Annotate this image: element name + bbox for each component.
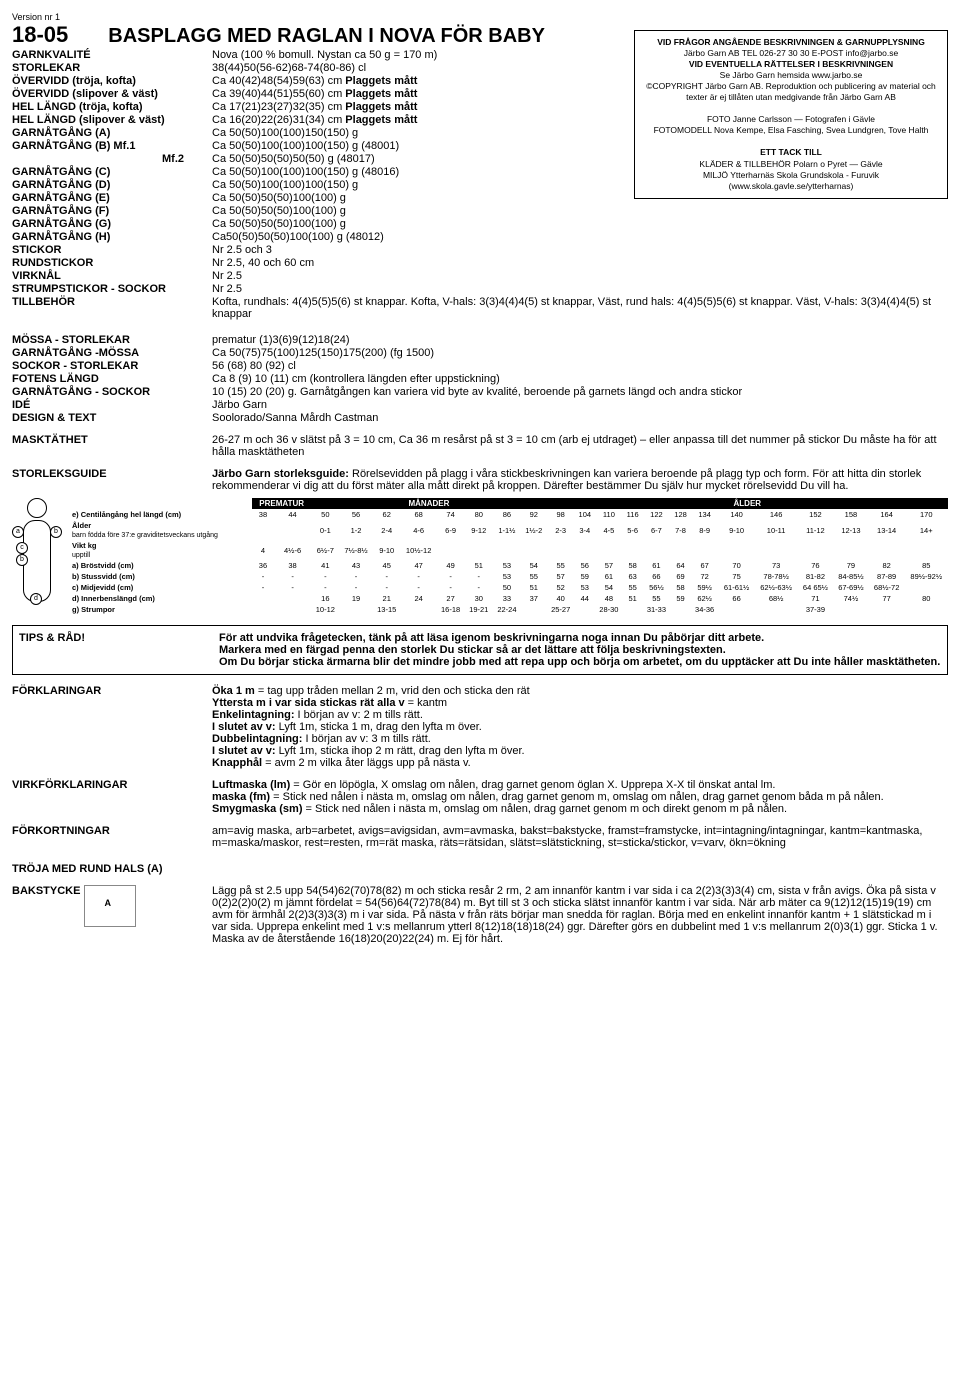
spec-value: Ca50(50)50(50)100(100) g (48012) <box>212 231 948 243</box>
spec-label: FOTENS LÄNGD <box>12 373 212 385</box>
spec-label: GARNKVALITÉ <box>12 49 212 61</box>
spec-label: SOCKOR - STORLEKAR <box>12 360 212 372</box>
spec-label: DESIGN & TEXT <box>12 412 212 424</box>
spec-value: prematur (1)3(6)9(12)18(24) <box>212 334 948 346</box>
spec-label: IDÉ <box>12 399 212 411</box>
spec-label: GARNÅTGÅNG (A) <box>12 127 212 139</box>
pattern-id: 18-05 <box>12 22 68 48</box>
forkortningar-label: FÖRKORTNINGAR <box>12 825 212 849</box>
storleksguide-label: STORLEKSGUIDE <box>12 468 212 492</box>
virk-label: VIRKFÖRKLARINGAR <box>12 779 212 815</box>
spec-label: RUNDSTICKOR <box>12 257 212 269</box>
spec-value: Nr 2.5 <box>212 270 948 282</box>
forklaringar-value: Öka 1 m = tag upp tråden mellan 2 m, vri… <box>212 685 948 769</box>
spec-label: Mf.2 <box>12 153 212 165</box>
spec-label: HEL LÄNGD (tröja, kofta) <box>12 101 212 113</box>
spec-label: GARNÅTGÅNG (C) <box>12 166 212 178</box>
spec-label: STICKOR <box>12 244 212 256</box>
spec-label: STORLEKAR <box>12 62 212 74</box>
storleksguide-value: Järbo Garn storleksguide: Rörelsevidden … <box>212 468 948 492</box>
spec-label: GARNÅTGÅNG -MÖSSA <box>12 347 212 359</box>
spec-value: Nr 2.5 och 3 <box>212 244 948 256</box>
spec-value: 56 (68) 80 (92) cl <box>212 360 948 372</box>
spec-value: Järbo Garn <box>212 399 948 411</box>
bakstycke-value: Lägg på st 2.5 upp 54(54)62(70)78(82) m … <box>212 885 948 945</box>
spec-label: ÖVERVIDD (tröja, kofta) <box>12 75 212 87</box>
spec-value: Ca 50(50)50(50)100(100) g <box>212 218 948 230</box>
masktathet-value: 26-27 m och 36 v slätst på 3 = 10 cm, Ca… <box>212 434 948 458</box>
spec-value: Kofta, rundhals: 4(4)5(5)5(6) st knappar… <box>212 296 948 320</box>
spec-label: GARNÅTGÅNG (G) <box>12 218 212 230</box>
spec-label: GARNÅTGÅNG (H) <box>12 231 212 243</box>
size-guide: a b c b d PREMATURMÅNADERÅLDERe) Centilå… <box>12 498 948 615</box>
bakstycke-label: BAKSTYCKE <box>12 885 212 945</box>
version: Version nr 1 <box>12 12 948 22</box>
spec-label: GARNÅTGÅNG (D) <box>12 179 212 191</box>
spec-value: Nr 2.5, 40 och 60 cm <box>212 257 948 269</box>
spec-value: Ca 50(50)50(50)100(100) g <box>212 205 948 217</box>
specs-block-2: MÖSSA - STORLEKARprematur (1)3(6)9(12)18… <box>12 334 948 424</box>
size-table: PREMATURMÅNADERÅLDERe) Centilångång hel … <box>70 498 948 615</box>
spec-label: STRUMPSTICKOR - SOCKOR <box>12 283 212 295</box>
spec-label: ÖVERVIDD (slipover & väst) <box>12 88 212 100</box>
spec-label: GARNÅTGÅNG (F) <box>12 205 212 217</box>
forkortningar-value: am=avig maska, arb=arbetet, avigs=avigsi… <box>212 825 948 849</box>
masktathet-label: MASKTÄTHET <box>12 434 212 458</box>
virk-value: Luftmaska (lm) = Gör en löpögla, X omsla… <box>212 779 948 815</box>
pattern-title: BASPLAGG MED RAGLAN I NOVA FÖR BABY <box>108 25 545 48</box>
tips-box: TIPS & RÅD! För att undvika frågetecken,… <box>12 625 948 675</box>
troja-heading: TRÖJA MED RUND HALS (A) <box>12 863 948 875</box>
figure-diagram: a b c b d <box>12 498 62 608</box>
spec-value: Soolorado/Sanna Mårdh Castman <box>212 412 948 424</box>
spec-value: 10 (15) 20 (20) g. Garnåtgången kan vari… <box>212 386 948 398</box>
spec-label: MÖSSA - STORLEKAR <box>12 334 212 346</box>
garment-thumb-icon <box>84 885 136 927</box>
spec-value: Ca 8 (9) 10 (11) cm (kontrollera längden… <box>212 373 948 385</box>
spec-label: VIRKNÅL <box>12 270 212 282</box>
spec-label: GARNÅTGÅNG (B) Mf.1 <box>12 140 212 152</box>
forklaringar-label: FÖRKLARINGAR <box>12 685 212 769</box>
spec-value: Ca 50(75)75(100)125(150)175(200) (fg 150… <box>212 347 948 359</box>
spec-label: GARNÅTGÅNG (E) <box>12 192 212 204</box>
spec-value: Nr 2.5 <box>212 283 948 295</box>
spec-label: TILLBEHÖR <box>12 296 212 320</box>
spec-label: GARNÅTGÅNG - SOCKOR <box>12 386 212 398</box>
spec-label: HEL LÄNGD (slipover & väst) <box>12 114 212 126</box>
info-box: VID FRÅGOR ANGÅENDE BESKRIVNINGEN & GARN… <box>634 30 948 199</box>
